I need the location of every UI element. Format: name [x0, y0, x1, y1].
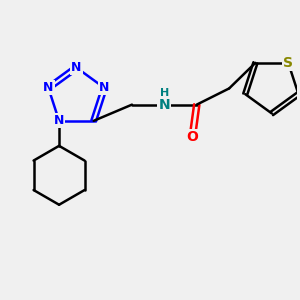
Text: N: N [99, 81, 110, 94]
Text: S: S [283, 56, 293, 70]
Text: N: N [54, 114, 64, 127]
Text: N: N [43, 81, 54, 94]
Text: H: H [160, 88, 169, 98]
Text: N: N [71, 61, 82, 74]
Text: O: O [186, 130, 198, 144]
Text: N: N [159, 98, 170, 112]
